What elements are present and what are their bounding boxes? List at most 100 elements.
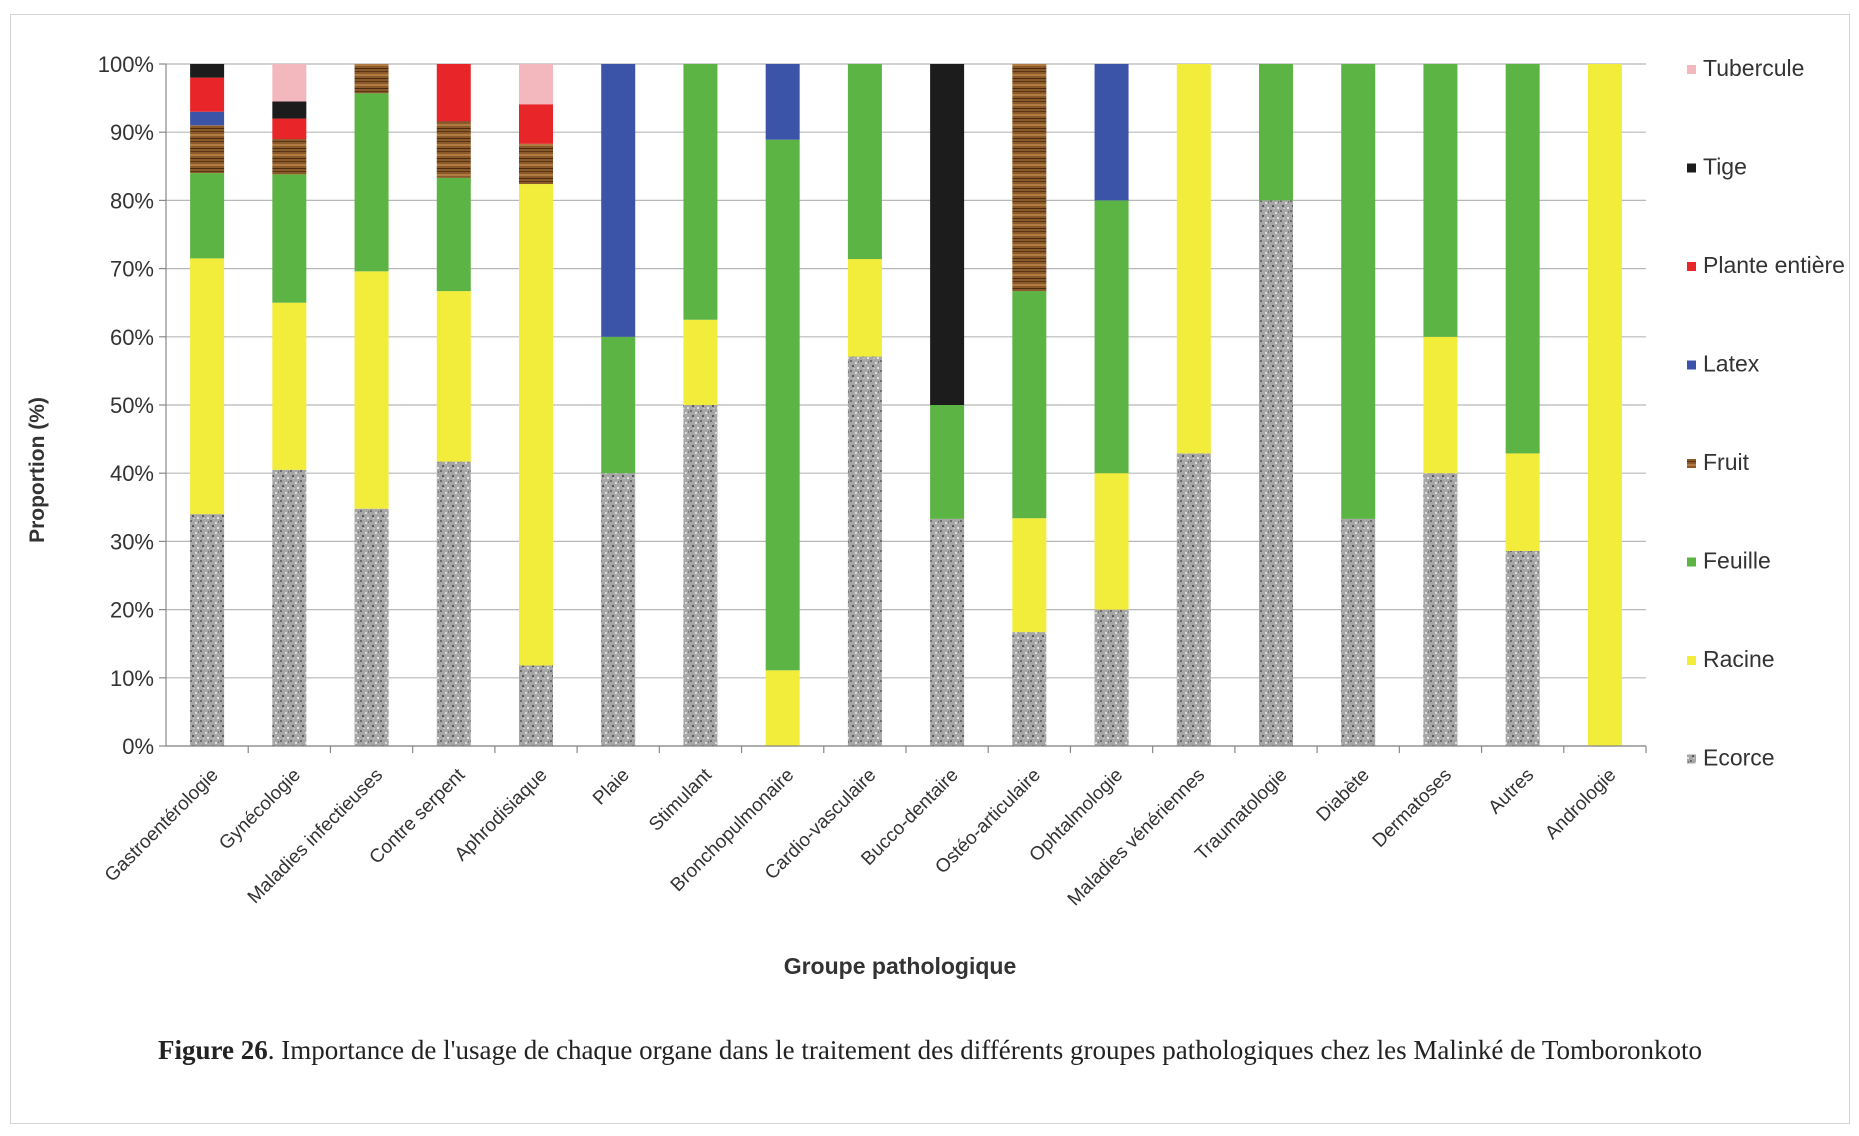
x-tick-label: Dermatoses	[1369, 765, 1456, 852]
bar-segment-ecorce	[1012, 632, 1047, 746]
legend-swatch	[1687, 754, 1696, 764]
bar-bronchopulmonaire	[765, 64, 800, 746]
y-tick-label: 100%	[98, 52, 154, 77]
bar-segment-ecorce	[683, 405, 718, 746]
x-tick-label: Andrologie	[1541, 765, 1620, 844]
legend-item-feuille: Feuille	[1687, 548, 1771, 574]
bar-segment-fruit	[354, 64, 389, 94]
bar-segment-racine	[354, 271, 389, 509]
bar-segment-ecorce	[519, 665, 553, 746]
legend-swatch	[1687, 360, 1696, 370]
y-tick-label: 30%	[110, 529, 154, 554]
bar-segment-plante-entiere	[436, 64, 471, 122]
bar-segment-feuille	[1423, 64, 1458, 337]
legend-label: Racine	[1703, 646, 1775, 672]
bar-segment-ecorce	[436, 461, 471, 746]
bar-plaie	[601, 64, 636, 746]
legend-label: Tubercule	[1703, 55, 1804, 81]
figure-frame	[10, 14, 1850, 1124]
bar-segment-racine	[272, 302, 307, 470]
legend-item-fruit: Fruit	[1687, 449, 1750, 475]
bar-segment-ecorce	[930, 518, 965, 746]
x-axis-label: Groupe pathologique	[784, 953, 1017, 979]
x-tick-label: Maladies vénériennes	[1064, 765, 1210, 911]
y-tick-label: 0%	[122, 734, 154, 759]
y-tick-label: 90%	[110, 120, 154, 145]
x-tick-label: Plaie	[589, 765, 634, 810]
bar-autres	[1505, 64, 1540, 746]
bar-segment-ecorce	[1259, 200, 1293, 746]
y-tick-label: 70%	[110, 257, 154, 282]
bar-segment-racine	[1587, 64, 1622, 746]
x-tick-label: Gynécologie	[215, 765, 305, 855]
legend-swatch	[1687, 262, 1696, 271]
bar-segment-feuille	[436, 177, 471, 292]
bar-segment-feuille	[930, 405, 965, 519]
bar-maladies-veneriennes	[1176, 64, 1211, 746]
caption-label: Figure 26	[157, 1035, 268, 1065]
legend-label: Latex	[1703, 351, 1760, 377]
bar-segment-tige	[930, 64, 965, 405]
bar-segment-plante-entiere	[272, 118, 307, 140]
bar-segment-ecorce	[1176, 453, 1211, 746]
bar-segment-feuille	[601, 336, 636, 474]
x-tick-label: Gastroentérologie	[101, 765, 223, 887]
bar-maladies-infectieuses	[354, 64, 389, 746]
bar-gastroenterologie	[190, 64, 225, 746]
y-tick-label: 80%	[110, 188, 154, 213]
bar-segment-latex	[601, 64, 636, 337]
bar-segment-latex	[1094, 64, 1129, 201]
bar-segment-feuille	[190, 173, 225, 259]
bar-segment-ecorce	[1423, 473, 1458, 746]
bar-ophtalmologie	[1094, 64, 1129, 746]
bar-segment-racine	[1505, 453, 1540, 551]
x-tick-label: Autres	[1485, 765, 1539, 819]
bar-osteo-articulaire	[1012, 64, 1047, 746]
stacked-bar-chart: Proportion (%) Groupe pathologique 0% 10%…	[26, 52, 1845, 979]
y-tick-label: 40%	[110, 461, 154, 486]
legend-swatch	[1687, 557, 1696, 567]
y-tick-label: 60%	[110, 325, 154, 350]
bar-contre-serpent	[436, 64, 471, 746]
bar-segment-ecorce	[190, 514, 225, 746]
bar-segment-feuille	[765, 139, 800, 671]
bar-segment-plante-entiere	[190, 77, 225, 112]
bar-segment-feuille	[354, 93, 389, 272]
bar-segment-racine	[1012, 518, 1047, 633]
figure-caption: Figure 26. Importance de l'usage de chaq…	[110, 1030, 1750, 1070]
bar-segment-tubercule	[519, 64, 553, 105]
legend-item-racine: Racine	[1687, 646, 1775, 672]
bar-segment-feuille	[1012, 291, 1047, 519]
bar-segment-feuille	[272, 174, 307, 303]
y-axis-label: Proportion (%)	[26, 397, 49, 543]
y-tick-label: 50%	[110, 393, 154, 418]
bar-segment-ecorce	[272, 469, 307, 746]
bar-segment-fruit	[436, 121, 471, 178]
bar-segment-ecorce	[1505, 550, 1540, 746]
bar-cardio-vasculaire	[847, 64, 882, 746]
bar-segment-feuille	[1505, 64, 1540, 454]
bar-segment-feuille	[1341, 64, 1376, 519]
bar-segment-fruit	[519, 143, 553, 185]
bar-segment-latex	[190, 111, 225, 126]
x-tick-label: Diabète	[1313, 765, 1374, 826]
bar-segment-racine	[1423, 336, 1458, 474]
bar-dermatoses	[1423, 64, 1458, 746]
bar-segment-racine	[519, 184, 553, 666]
bar-segment-racine	[765, 670, 800, 746]
bar-gynecologie	[272, 64, 307, 746]
bar-segment-racine	[436, 291, 471, 462]
bar-traumatologie	[1259, 64, 1293, 746]
legend-item-tige: Tige	[1687, 154, 1747, 180]
bar-segment-racine	[1094, 473, 1129, 610]
bar-stimulant	[683, 64, 718, 746]
bar-segment-ecorce	[1341, 518, 1376, 746]
legend-item-ecorce: Ecorce	[1687, 745, 1775, 771]
legend-item-tubercule: Tubercule	[1687, 55, 1804, 81]
bar-segment-tige	[190, 64, 225, 78]
bar-segment-ecorce	[354, 508, 389, 746]
bar-segment-racine	[190, 258, 225, 515]
legend-swatch	[1687, 163, 1696, 173]
bar-segment-tige	[272, 101, 307, 119]
legend-label: Fruit	[1703, 449, 1750, 475]
